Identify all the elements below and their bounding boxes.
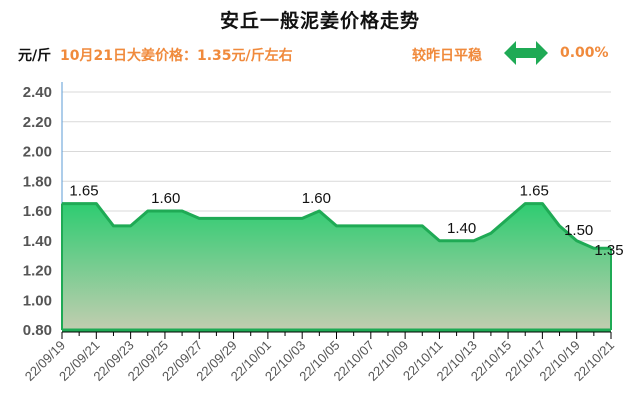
y-axis: 2.40 2.20 2.00 1.80 1.60 1.40 1.20 1.00 0.80 [23,82,63,339]
unit-label: 元/斤 [18,48,52,64]
y-tick-label: 1.80 [23,173,52,190]
change-label: 较昨日平稳 [412,48,482,64]
y-tick-label: 1.60 [23,203,52,220]
y-tick-label: 1.20 [23,263,52,280]
price-note: 10月21日大姜价格：1.35元/斤左右 [60,48,293,64]
price-line [62,202,611,250]
data-label: 1.65 [520,183,549,200]
y-tick-label: 0.80 [23,322,52,339]
double-arrow-horizontal-icon [504,41,548,65]
area-fill [62,203,611,330]
data-label: 1.40 [447,220,476,237]
y-tick-label: 1.40 [23,233,52,250]
data-label: 1.65 [69,183,98,200]
y-tick-label: 1.00 [23,292,52,309]
y-tick-label: 2.20 [23,114,52,131]
data-label: 1.35 [594,242,623,259]
data-label: 1.50 [564,222,593,239]
data-label: 1.60 [302,190,331,207]
data-label: 1.60 [151,190,180,207]
chart-title: 安丘一般泥姜价格走势 [219,10,420,32]
data-labels: 1.65 1.60 1.60 1.40 1.65 1.501.35 [69,183,623,260]
y-tick-label: 2.00 [23,144,52,161]
y-tick-label: 2.40 [23,84,52,101]
change-value: 0.00% [560,45,609,61]
